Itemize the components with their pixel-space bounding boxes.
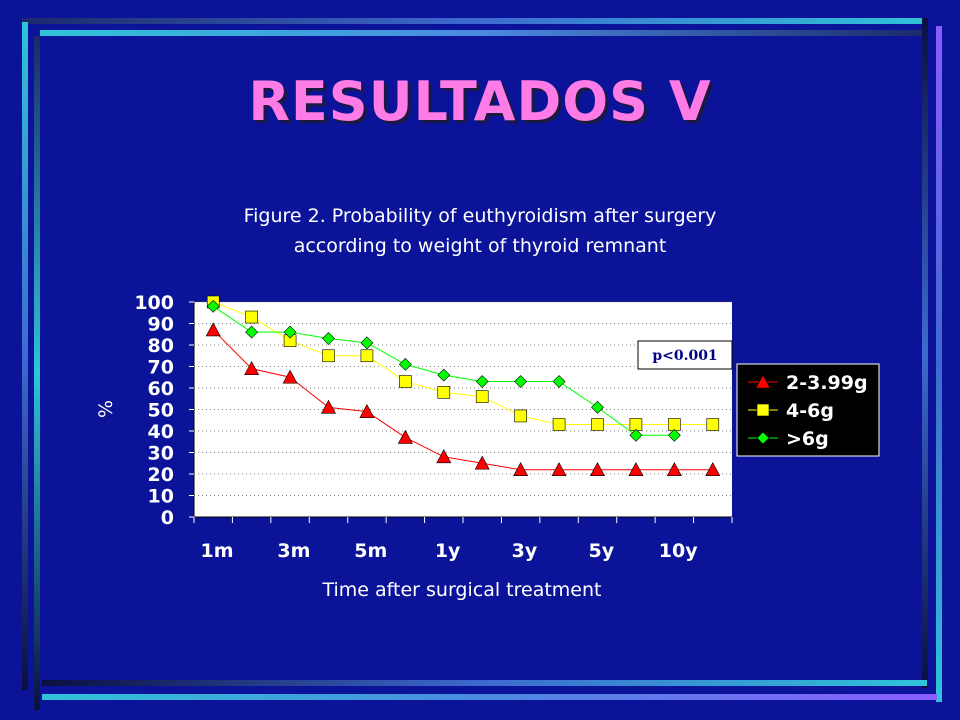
legend-marker: [756, 431, 770, 445]
annotation-box: [637, 340, 733, 370]
y-tick-label: 10: [148, 486, 174, 508]
x-tick-label: 10y: [659, 540, 698, 562]
decor-bar-bottom-2: [42, 694, 937, 700]
y-tick-label: 50: [148, 400, 174, 422]
data-point-series-3: [206, 299, 220, 313]
decor-bar-top-1: [22, 18, 927, 24]
y-tick-label: 40: [148, 421, 174, 443]
data-point-series-3: [245, 325, 259, 339]
data-point-series-2: [322, 349, 335, 363]
data-point-series-3: [283, 325, 297, 339]
data-point-series-1: [628, 462, 644, 477]
x-tick-label: 1m: [201, 540, 234, 562]
y-tick-label: 30: [148, 443, 174, 465]
y-tick-label: 80: [148, 335, 174, 357]
data-point-series-3: [591, 400, 604, 414]
legend-marker: [755, 374, 771, 389]
data-point-series-1: [244, 361, 260, 375]
data-point-series-2: [245, 310, 258, 324]
x-tick-label: 3m: [277, 540, 310, 562]
data-point-series-1: [397, 429, 413, 444]
data-point-series-1: [551, 462, 567, 477]
data-point-series-2: [706, 418, 720, 431]
x-tick-label: 5y: [589, 540, 615, 562]
y-tick-label: 100: [134, 292, 174, 314]
x-tick-label: 5m: [354, 540, 387, 562]
data-point-series-2: [591, 418, 604, 431]
data-point-series-2: [399, 375, 412, 388]
data-point-series-2: [514, 409, 527, 423]
data-point-series-2: [629, 418, 643, 431]
legend-marker: [756, 403, 770, 417]
data-point-series-3: [667, 428, 681, 442]
decor-bar-left-2: [34, 36, 40, 710]
y-tick-label: 90: [148, 314, 174, 336]
legend-label: 4-6g: [786, 400, 834, 422]
x-tick-label: 3y: [512, 540, 538, 562]
data-point-series-3: [629, 428, 643, 442]
data-point-series-3: [437, 368, 451, 382]
legend-label: 2-3.99g: [786, 372, 868, 394]
data-point-series-2: [552, 418, 566, 431]
data-point-series-3: [552, 375, 566, 388]
decor-bar-bottom-1: [42, 680, 927, 686]
data-point-series-1: [589, 462, 606, 477]
y-axis-label: %: [95, 400, 117, 418]
decor-bar-right-1: [922, 18, 928, 688]
decor-bar-left-1: [22, 22, 28, 690]
x-axis-label: Time after surgical treatment: [321, 579, 601, 601]
data-point-series-3: [398, 357, 412, 371]
data-point-series-3: [360, 336, 374, 350]
data-point-series-1: [282, 369, 298, 384]
decor-bar-right-2: [936, 26, 942, 702]
data-point-series-1: [474, 455, 490, 470]
y-tick-label: 0: [161, 507, 174, 529]
chart-title-line: according to weight of thyroid remnant: [294, 235, 667, 257]
data-point-series-2: [668, 418, 681, 431]
data-point-series-1: [666, 462, 682, 477]
y-tick-label: 60: [148, 378, 174, 400]
series-line-2: [213, 301, 713, 426]
data-point-series-1: [320, 399, 337, 414]
y-tick-label: 20: [148, 464, 174, 486]
y-tick-label: 70: [148, 357, 174, 379]
data-point-series-1: [705, 462, 721, 477]
legend-label: >6g: [786, 428, 829, 450]
data-point-series-1: [436, 449, 452, 464]
data-point-series-1: [513, 462, 529, 477]
data-point-series-3: [514, 375, 528, 388]
data-point-series-2: [437, 385, 451, 399]
slide-title: RESULTADOS V: [248, 70, 712, 133]
decor-bar-top-2: [40, 30, 925, 36]
data-point-series-2: [475, 390, 489, 403]
annotation-text: p<0.001: [652, 348, 717, 364]
data-point-series-1: [359, 404, 375, 418]
data-point-series-2: [360, 349, 374, 363]
data-point-series-3: [322, 332, 335, 345]
x-tick-label: 1y: [435, 540, 461, 562]
data-point-series-3: [475, 375, 489, 388]
data-point-series-1: [205, 322, 221, 337]
chart-title-line: Figure 2. Probability of euthyroidism af…: [244, 205, 717, 227]
